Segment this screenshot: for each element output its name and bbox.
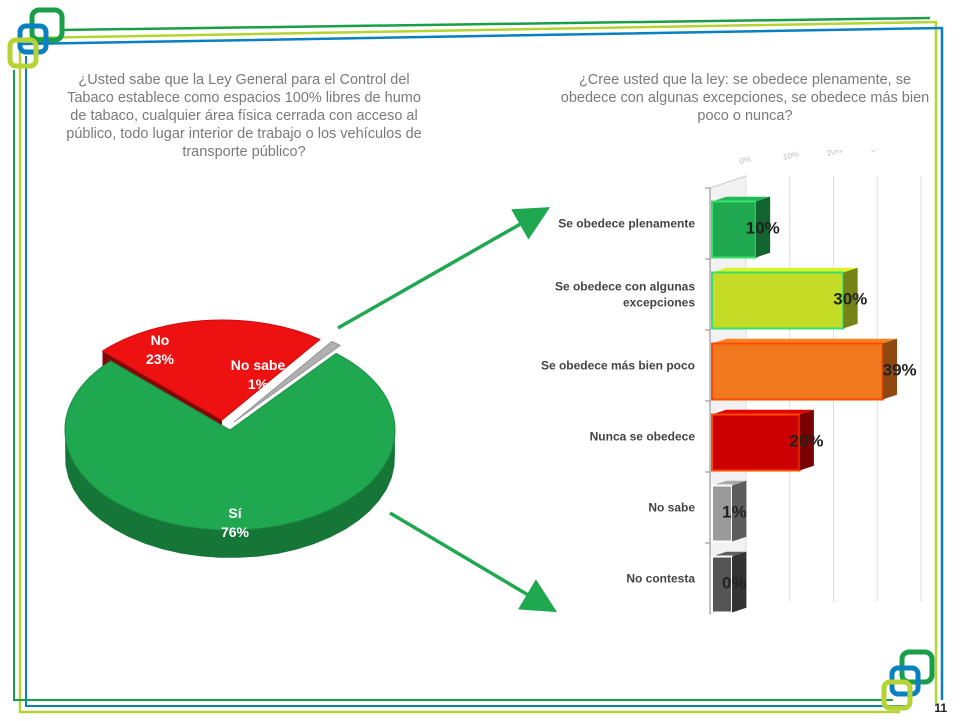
pie-label-category-0: Sí bbox=[228, 505, 242, 521]
bar-value-label-3: 20% bbox=[790, 432, 824, 451]
bar-side-5 bbox=[732, 551, 747, 613]
bar-value-label-5: 0% bbox=[722, 574, 747, 593]
bar-1 bbox=[711, 271, 845, 330]
bar-3 bbox=[711, 413, 801, 472]
bar-top-0 bbox=[712, 196, 771, 202]
pie-question-title: ¿Usted sabe que la Ley General para el C… bbox=[66, 72, 422, 160]
pie-label-category-2: No sabe bbox=[231, 357, 286, 373]
bar-category-label-5: No contesta bbox=[626, 572, 695, 586]
pie-chart: Sí 76% No 23% No sabe 1% bbox=[64, 319, 396, 558]
bar-side-1 bbox=[843, 267, 858, 329]
bar-value-label-1: 30% bbox=[833, 290, 867, 309]
bar-side-4 bbox=[732, 480, 747, 542]
bar-category-label-1: Se obedece con algunas bbox=[555, 280, 695, 294]
pie-slice-no-sabe bbox=[233, 340, 342, 423]
pie-slice-sí bbox=[64, 352, 396, 531]
pie-slice-no bbox=[101, 319, 321, 421]
bar-chart: 0%10%20%30%40%Se obedece plenamente10%Se… bbox=[541, 150, 922, 615]
bar-category-label-0: Se obedece plenamente bbox=[558, 217, 695, 231]
bar-side-3 bbox=[799, 409, 814, 471]
bar-top-1 bbox=[712, 267, 858, 273]
pie-label-category-1: No bbox=[151, 332, 170, 348]
bar-side-0 bbox=[755, 196, 771, 258]
bar-top-3 bbox=[712, 409, 814, 415]
bar-2 bbox=[711, 342, 884, 401]
bar-category-label-1: excepciones bbox=[623, 296, 695, 310]
pie-label-value-0: 76% bbox=[221, 524, 250, 540]
bar-category-label-3: Nunca se obedece bbox=[590, 430, 696, 444]
bar-value-label-2: 39% bbox=[883, 361, 917, 380]
bar-0 bbox=[711, 200, 757, 259]
bar-top-4 bbox=[712, 480, 747, 486]
axis-tick-0: 0% bbox=[738, 154, 751, 166]
bar-top-5 bbox=[712, 551, 747, 557]
pie-label-value-1: 23% bbox=[146, 351, 175, 367]
bar-category-label-2: Se obedece más bien poco bbox=[541, 359, 695, 373]
bar-value-label-0: 10% bbox=[746, 219, 780, 238]
bar-side-2 bbox=[882, 338, 898, 400]
pie-slice-side-0 bbox=[65, 425, 395, 558]
bar-category-label-4: No sabe bbox=[648, 501, 695, 515]
logo-top-left bbox=[7, 7, 65, 69]
logo-bottom-right bbox=[881, 649, 935, 711]
bar-top-2 bbox=[712, 338, 898, 344]
page-number: 11 bbox=[934, 701, 947, 715]
bar-value-label-4: 1% bbox=[722, 503, 747, 522]
axis-tick-2: 20% bbox=[826, 150, 844, 158]
axis-tick-3: 30% bbox=[870, 150, 888, 154]
bar-question-title: ¿Cree usted que la ley: se obedece plena… bbox=[560, 72, 930, 124]
axis-tick-1: 10% bbox=[782, 150, 800, 162]
pie-label-value-2: 1% bbox=[248, 376, 269, 392]
